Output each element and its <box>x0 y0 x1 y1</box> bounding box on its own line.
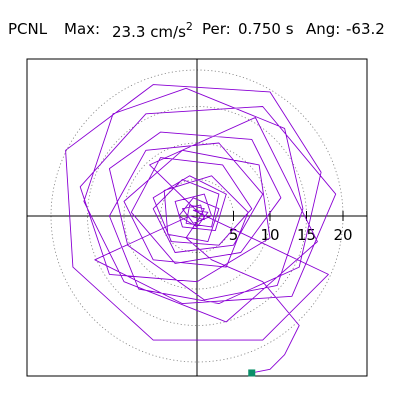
period-label: Per: <box>202 20 231 38</box>
max-unit: cm/s <box>150 23 186 41</box>
max-label: Max: <box>64 20 101 38</box>
max-value-number: 23.3 <box>112 23 146 41</box>
radial-tick-labels: 5 10 15 20 <box>229 226 353 244</box>
max-value: 23.3 cm/s2 <box>112 20 193 41</box>
angle-value: -63.2 <box>346 20 385 38</box>
plot-header: PCNL Max: 23.3 cm/s2 Per: 0.750 s Ang: -… <box>0 0 400 44</box>
trace-end-marker <box>248 369 256 377</box>
radial-tick-label-1: 5 <box>229 226 239 244</box>
radial-tick-label-4: 20 <box>333 226 352 244</box>
max-unit-exponent: 2 <box>185 20 193 33</box>
station-code: PCNL <box>8 20 48 38</box>
period-value: 0.750 s <box>238 20 294 38</box>
motion-trace <box>65 84 337 374</box>
angle-label: Ang: <box>306 20 341 38</box>
